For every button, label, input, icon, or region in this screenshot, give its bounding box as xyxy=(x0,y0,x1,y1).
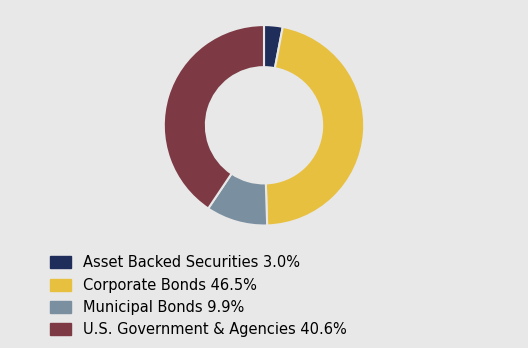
Wedge shape xyxy=(164,25,264,208)
Wedge shape xyxy=(266,27,364,226)
Wedge shape xyxy=(208,174,267,226)
Wedge shape xyxy=(264,25,283,68)
Legend: Asset Backed Securities 3.0%, Corporate Bonds 46.5%, Municipal Bonds 9.9%, U.S. : Asset Backed Securities 3.0%, Corporate … xyxy=(50,255,347,337)
